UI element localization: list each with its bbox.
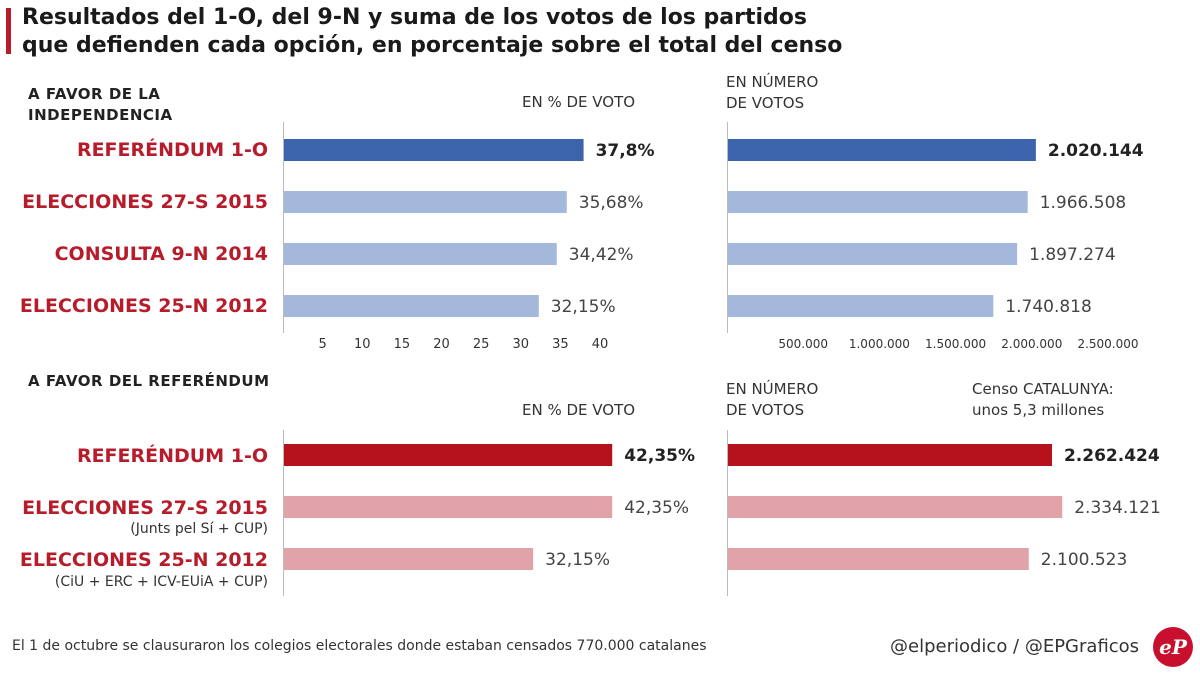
top-category-label-2: CONSULTA 9-N 2014 — [54, 243, 268, 265]
panel-0-tick-label-4: 25 — [473, 337, 490, 352]
panel-1-tick-label-4: 2.500.000 — [1077, 337, 1138, 351]
title-line-2: que defienden cada opción, en porcentaje… — [22, 33, 843, 58]
panel-3-value-label-0: 2.262.424 — [1064, 446, 1160, 466]
bottom-category-sublabel-2: (CiU + ERC + ICV-EUiA + CUP) — [54, 574, 268, 590]
top-category-label-3: ELECCIONES 25-N 2012 — [19, 295, 268, 317]
panel-0-tick-label-7: 40 — [592, 337, 609, 352]
bottom-votes-header: EN NÚMERO DE VOTOS — [726, 379, 818, 421]
panel-3-value-label-1: 2.334.121 — [1074, 498, 1161, 518]
panel-0-tick-label-5: 30 — [512, 337, 529, 352]
panel-2-bar-1 — [284, 496, 613, 518]
top-pct-header: EN % DE VOTO — [522, 93, 636, 111]
top-category-label-0: REFERÉNDUM 1-O — [76, 139, 268, 161]
panel-1-tick-label-0: 500.000 — [778, 337, 828, 351]
panel-0-value-label-2: 34,42% — [569, 245, 634, 265]
bottom-category-label-1: ELECCIONES 27-S 2015 — [22, 497, 268, 519]
panel-3-bar-1 — [728, 496, 1063, 518]
panel-2-value-label-0: 42,35% — [624, 446, 695, 466]
panel-3-bar-0 — [728, 444, 1052, 466]
panel-3-bar-2 — [728, 548, 1029, 570]
panel-0-bar-2 — [284, 243, 557, 265]
top-votes-header-line-2: DE VOTOS — [726, 94, 805, 112]
panel-0-bar-3 — [284, 295, 539, 317]
title-line-1: Resultados del 1-O, del 9-N y suma de lo… — [22, 5, 808, 30]
panel-1-bar-0 — [728, 139, 1036, 161]
panel-1-bar-1 — [728, 191, 1028, 213]
panel-0-tick-label-3: 20 — [433, 337, 450, 352]
panel-1-tick-label-1: 1.000.000 — [849, 337, 910, 351]
top-votes-header: EN NÚMERO DE VOTOS — [726, 72, 818, 114]
top-heading-line-2: INDEPENDENCIA — [28, 106, 173, 124]
top-category-label-1: ELECCIONES 27-S 2015 — [22, 191, 268, 213]
bottom-section-heading: A FAVOR DEL REFERÉNDUM — [28, 372, 270, 390]
panel-0-tick-label-0: 5 — [318, 337, 326, 352]
footer-note: El 1 de octubre se clausuraron los coleg… — [12, 638, 707, 654]
census-line-2: unos 5,3 millones — [972, 401, 1105, 419]
bottom-category-label-0: REFERÉNDUM 1-O — [76, 445, 268, 467]
panel-2-value-label-1: 42,35% — [624, 498, 689, 518]
bottom-category-sublabel-1: (Junts pel Sí + CUP) — [130, 521, 268, 537]
panel-1-value-label-0: 2.020.144 — [1048, 141, 1144, 161]
panel-0-bar-0 — [284, 139, 584, 161]
title-accent-bar — [6, 8, 11, 54]
panel-1-bar-2 — [728, 243, 1018, 265]
panel-1-tick-label-2: 1.500.000 — [925, 337, 986, 351]
census-note: Censo CATALUNYA: unos 5,3 millones — [972, 379, 1114, 421]
panel-1-bar-3 — [728, 295, 994, 317]
panel-1-tick-label-3: 2.000.000 — [1001, 337, 1062, 351]
brand-logo-icon: eP — [1153, 627, 1193, 667]
bottom-category-label-2: ELECCIONES 25-N 2012 — [19, 549, 268, 571]
panel-2-bar-2 — [284, 548, 534, 570]
panel-1-value-label-1: 1.966.508 — [1040, 193, 1127, 213]
bottom-votes-header-line-1: EN NÚMERO — [726, 380, 819, 398]
census-line-1: Censo CATALUNYA: — [972, 380, 1114, 398]
page-title: Resultados del 1-O, del 9-N y suma de lo… — [22, 4, 842, 60]
panel-0-tick-label-1: 10 — [354, 337, 371, 352]
panel-0-bar-1 — [284, 191, 567, 213]
top-votes-header-line-1: EN NÚMERO — [726, 73, 819, 91]
top-heading-line-1: A FAVOR DE LA — [28, 85, 161, 103]
bottom-pct-header: EN % DE VOTO — [522, 401, 636, 419]
panel-3-value-label-2: 2.100.523 — [1041, 550, 1128, 570]
panel-1-value-label-2: 1.897.274 — [1029, 245, 1116, 265]
panel-1-value-label-3: 1.740.818 — [1005, 297, 1092, 317]
panel-0-value-label-0: 37,8% — [596, 141, 655, 161]
panel-2-value-label-2: 32,15% — [545, 550, 610, 570]
top-section-heading: A FAVOR DE LA INDEPENDENCIA — [28, 84, 173, 126]
panel-0-tick-label-2: 15 — [394, 337, 411, 352]
panel-0-value-label-3: 32,15% — [551, 297, 616, 317]
panel-2-bar-0 — [284, 444, 613, 466]
panel-0-value-label-1: 35,68% — [579, 193, 644, 213]
panel-0-tick-label-6: 35 — [552, 337, 569, 352]
footer-credit: @elperiodico / @EPGraficos — [890, 636, 1140, 657]
bottom-votes-header-line-2: DE VOTOS — [726, 401, 805, 419]
